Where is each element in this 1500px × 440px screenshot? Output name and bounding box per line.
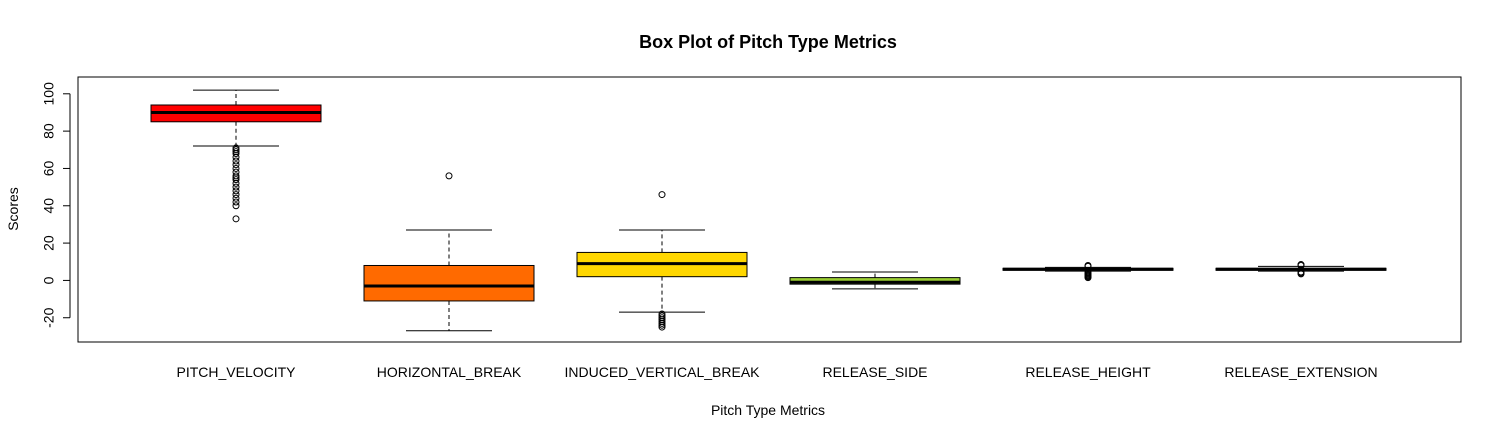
- outlier-point: [232, 176, 240, 184]
- iqr-box: [363, 264, 535, 302]
- y-tick-label: 100: [41, 82, 57, 106]
- y-tick-label: 20: [41, 235, 57, 251]
- y-axis: -20 0 20 40 60 80 100: [41, 82, 71, 328]
- boxes-group: [150, 89, 1387, 332]
- outlier-point: [232, 172, 240, 180]
- y-tick-label: 80: [41, 123, 57, 139]
- outlier-point: [232, 191, 240, 199]
- outlier-point: [232, 187, 240, 195]
- y-tick-label: -20: [41, 307, 57, 327]
- x-category-label: PITCH_VELOCITY: [176, 364, 296, 380]
- box-release-side: [789, 271, 961, 290]
- x-category-label: RELEASE_HEIGHT: [1025, 364, 1151, 380]
- plot-frame: [77, 76, 1462, 343]
- x-axis-category-labels: PITCH_VELOCITY HORIZONTAL_BREAK INDUCED_VE…: [176, 364, 1377, 380]
- outlier-point: [1297, 268, 1305, 276]
- outlier-point: [232, 146, 240, 154]
- outlier-point: [232, 202, 240, 210]
- outlier-point: [658, 191, 666, 199]
- x-category-label: INDUCED_VERTICAL_BREAK: [564, 364, 760, 380]
- outlier-point: [658, 321, 666, 329]
- outlier-point: [232, 194, 240, 202]
- box-horizontal-break: [363, 172, 535, 332]
- outlier-point: [232, 183, 240, 191]
- box-pitch-velocity: [150, 89, 322, 223]
- y-tick-label: 60: [41, 160, 57, 176]
- box-induced-vertical-break: [576, 191, 748, 331]
- x-category-label: RELEASE_EXTENSION: [1224, 364, 1377, 380]
- x-axis-label: Pitch Type Metrics: [711, 402, 825, 418]
- outlier-point: [232, 144, 240, 152]
- outlier-point: [232, 198, 240, 206]
- outlier-point: [232, 161, 240, 169]
- y-axis-label: Scores: [5, 187, 21, 231]
- x-category-label: HORIZONTAL_BREAK: [377, 364, 522, 380]
- outlier-point: [232, 168, 240, 176]
- outlier-point: [232, 215, 240, 223]
- outlier-point: [1084, 261, 1092, 269]
- x-category-label: RELEASE_SIDE: [822, 364, 927, 380]
- y-tick-label: 40: [41, 198, 57, 214]
- y-tick-label: 0: [41, 276, 57, 284]
- outlier-point: [445, 172, 453, 180]
- outlier-point: [232, 148, 240, 156]
- outlier-point: [1297, 261, 1305, 269]
- outlier-point: [658, 319, 666, 327]
- outlier-point: [658, 323, 666, 331]
- box-release-height: [1002, 261, 1174, 282]
- box-release-extension: [1215, 261, 1387, 278]
- chart-title: Box Plot of Pitch Type Metrics: [639, 32, 897, 52]
- outlier-point: [232, 164, 240, 172]
- outlier-point: [232, 157, 240, 165]
